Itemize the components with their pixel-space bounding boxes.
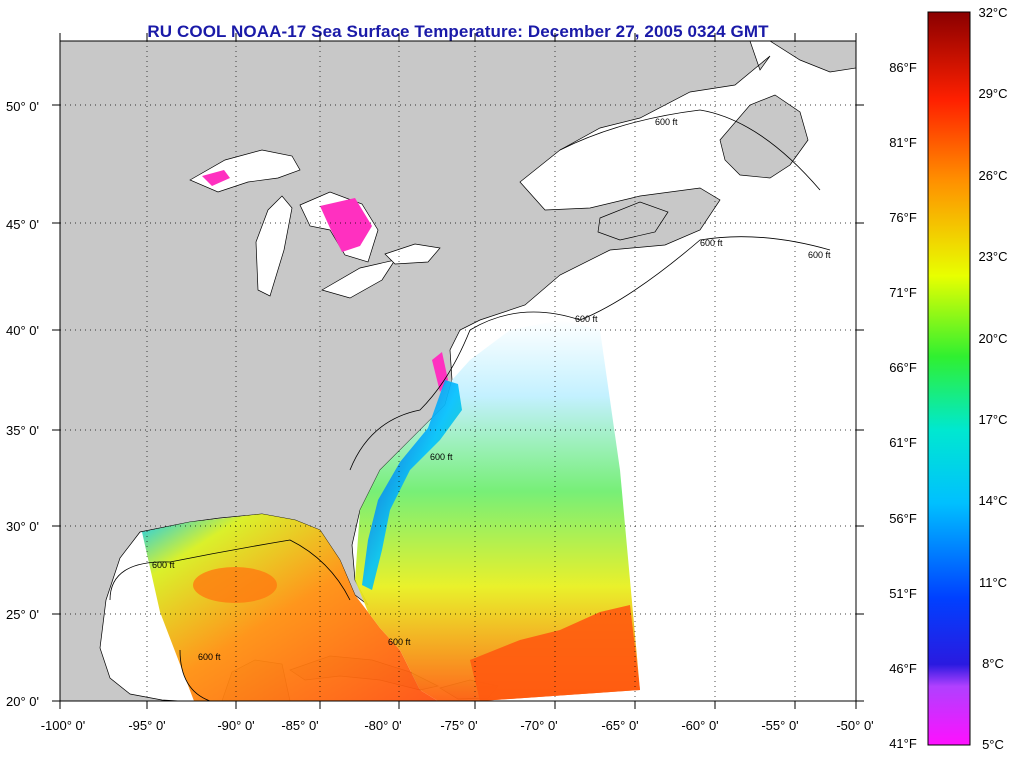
sst-swath-atlantic: [355, 320, 640, 701]
colorbar-celsius-labels: 32°C 29°C 26°C 23°C 20°C 17°C 14°C 11°C …: [978, 5, 1007, 752]
temperature-colorbar: [927, 11, 971, 746]
celsius-label: 5°C: [982, 737, 1004, 752]
lat-label: 25° 0': [6, 607, 39, 622]
celsius-label: 8°C: [982, 656, 1004, 671]
svg-text:600 ft: 600 ft: [655, 117, 678, 127]
lat-label: 35° 0': [6, 423, 39, 438]
newfoundland-land: [719, 94, 809, 179]
colorbar-fahrenheit-labels: 86°F 81°F 76°F 71°F 66°F 61°F 56°F 51°F …: [889, 60, 917, 751]
lon-label: -55° 0': [761, 718, 798, 733]
isobath-contours: [109, 109, 831, 702]
svg-text:600 ft: 600 ft: [575, 314, 598, 324]
cold-lake-pixels: [202, 170, 448, 392]
lat-label: 30° 0': [6, 519, 39, 534]
celsius-label: 26°C: [978, 168, 1007, 183]
fahrenheit-label: 41°F: [889, 736, 917, 751]
celsius-label: 17°C: [978, 412, 1007, 427]
sst-warm-south: [470, 605, 640, 701]
lat-label: 40° 0': [6, 323, 39, 338]
fahrenheit-label: 76°F: [889, 210, 917, 225]
longitude-labels: -100° 0' -95° 0' -90° 0' -85° 0' -80° 0'…: [41, 718, 874, 733]
svg-text:600 ft: 600 ft: [152, 560, 175, 570]
lon-label: -80° 0': [364, 718, 401, 733]
celsius-label: 20°C: [978, 331, 1007, 346]
sst-swath-gulf: [142, 514, 438, 701]
isobath-labels: 600 ft 600 ft 600 ft 600 ft 600 ft 600 f…: [152, 117, 831, 662]
gulf-loop-current: [193, 567, 277, 603]
lon-label: -100° 0': [41, 718, 86, 733]
lon-label: -50° 0': [836, 718, 873, 733]
lat-label: 45° 0': [6, 217, 39, 232]
nova-scotia-land: [597, 201, 669, 241]
map-frame: [59, 40, 857, 702]
lat-label: 50° 0': [6, 99, 39, 114]
lon-label: -70° 0': [520, 718, 557, 733]
celsius-label: 29°C: [978, 86, 1007, 101]
svg-text:600 ft: 600 ft: [388, 637, 411, 647]
celsius-label: 11°C: [979, 575, 1007, 590]
fahrenheit-label: 56°F: [889, 511, 917, 526]
graticule: [60, 41, 856, 701]
fahrenheit-label: 51°F: [889, 586, 917, 601]
svg-text:600 ft: 600 ft: [430, 452, 453, 462]
map-title: RU COOL NOAA-17 Sea Surface Temperature:…: [147, 22, 769, 41]
lon-label: -65° 0': [601, 718, 638, 733]
fahrenheit-label: 46°F: [889, 661, 917, 676]
lon-label: -75° 0': [440, 718, 477, 733]
celsius-label: 23°C: [978, 249, 1007, 264]
lon-label: -60° 0': [681, 718, 718, 733]
svg-text:600 ft: 600 ft: [700, 238, 723, 248]
lon-label: -95° 0': [128, 718, 165, 733]
svg-text:600 ft: 600 ft: [198, 652, 221, 662]
lon-label: -85° 0': [281, 718, 318, 733]
fahrenheit-label: 71°F: [889, 285, 917, 300]
fahrenheit-label: 61°F: [889, 435, 917, 450]
lat-label: 20° 0': [6, 694, 39, 709]
latitude-labels: 50° 0' 45° 0' 40° 0' 35° 0' 30° 0' 25° 0…: [6, 99, 39, 709]
sst-coastal-band: [362, 380, 462, 590]
svg-text:600 ft: 600 ft: [808, 250, 831, 260]
lon-label: -90° 0': [217, 718, 254, 733]
celsius-label: 32°C: [978, 5, 1007, 20]
fahrenheit-label: 86°F: [889, 60, 917, 75]
celsius-label: 14°C: [978, 493, 1007, 508]
fahrenheit-label: 66°F: [889, 360, 917, 375]
fahrenheit-label: 81°F: [889, 135, 917, 150]
frame-ticks: [52, 33, 864, 709]
